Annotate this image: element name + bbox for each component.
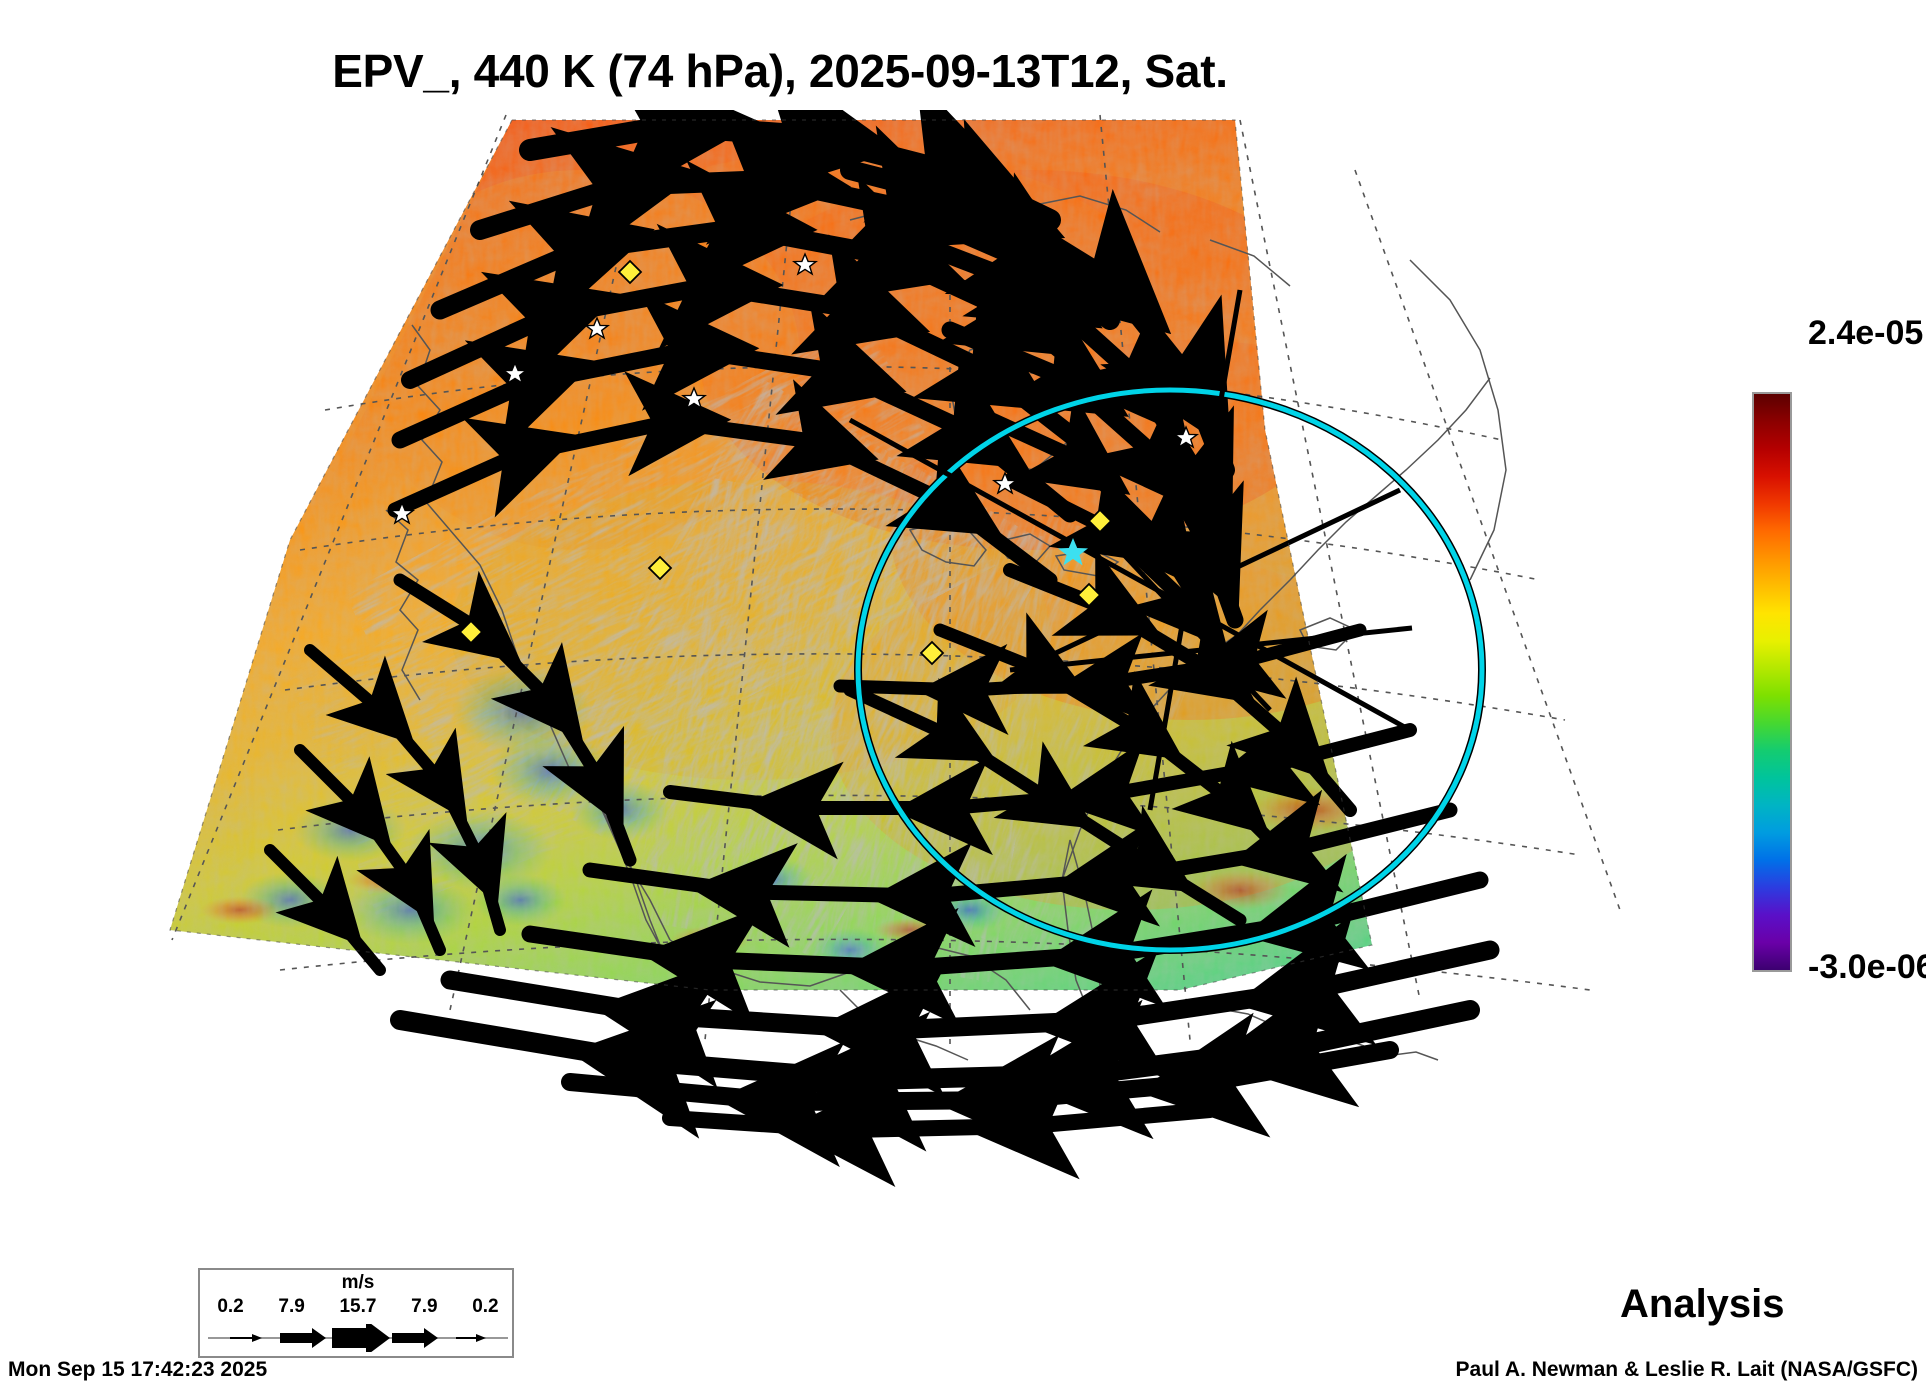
wind-speed-legend: m/s 0.2 7.9 15.7 7.9 0.2: [198, 1268, 514, 1358]
colorbar-max-label: 2.4e-05: [1808, 314, 1924, 352]
wind-tick-2: 15.7: [339, 1296, 377, 1317]
center-site-marker[interactable]: [1058, 538, 1088, 566]
colorbar-gradient: [1752, 392, 1792, 972]
range-ring: [854, 386, 1486, 954]
map-svg: [169, 110, 1621, 1188]
flight-track-lines: [848, 289, 1413, 811]
colorbar: 2.4e-05 -3.0e-06: [1746, 314, 1926, 986]
colorbar-min-label: -3.0e-06: [1808, 948, 1926, 986]
wind-legend-arrow-scale: [208, 1324, 508, 1352]
wind-tick-0: 0.2: [217, 1296, 244, 1317]
domain-outline: [169, 119, 1373, 991]
map-panel[interactable]: [150, 110, 1710, 1280]
wind-streamlines: [264, 110, 1500, 1188]
wind-tick-4: 0.2: [472, 1296, 499, 1317]
render-timestamp: Mon Sep 15 17:42:23 2025: [8, 1358, 268, 1381]
credit-label: Paul A. Newman & Leslie R. Lait (NASA/GS…: [1455, 1358, 1918, 1381]
wind-tick-3: 7.9: [411, 1296, 438, 1317]
page-title: EPV_, 440 K (74 hPa), 2025-09-13T12, Sat…: [332, 45, 1228, 97]
data-kind-label: Analysis: [1620, 1282, 1785, 1326]
wind-legend-unit-label: m/s: [341, 1272, 375, 1293]
wind-tick-1: 7.9: [278, 1296, 305, 1317]
wind-legend-ticks: 0.2 7.9 15.7 7.9 0.2: [200, 1296, 516, 1318]
